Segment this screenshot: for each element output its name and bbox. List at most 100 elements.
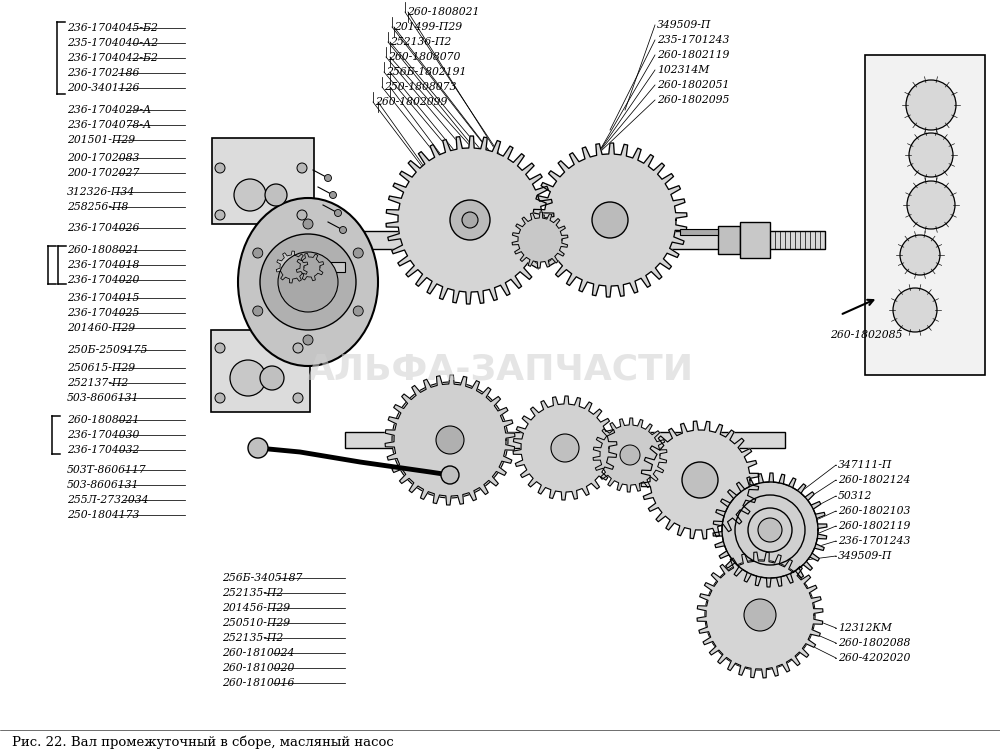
Text: 201501-П29: 201501-П29 [67, 135, 135, 145]
Text: 250615-П29: 250615-П29 [67, 363, 135, 373]
Text: 236-1704078-А: 236-1704078-А [67, 120, 151, 130]
Text: 503Т-8606117: 503Т-8606117 [67, 465, 147, 475]
Circle shape [215, 393, 225, 403]
Polygon shape [386, 136, 554, 304]
Text: 12312КМ: 12312КМ [838, 623, 892, 633]
Text: 236-1704030: 236-1704030 [67, 430, 139, 440]
Text: 102314М: 102314М [657, 65, 709, 75]
Text: 255Л-2732034: 255Л-2732034 [67, 495, 148, 505]
Bar [740, 222, 770, 258]
Circle shape [907, 181, 955, 229]
Text: 236-1704029-А: 236-1704029-А [67, 105, 151, 115]
Circle shape [392, 382, 508, 498]
Circle shape [234, 179, 266, 211]
FancyBboxPatch shape [212, 138, 314, 224]
Circle shape [716, 571, 804, 659]
Circle shape [353, 248, 363, 258]
Text: 236-1704042-Б2: 236-1704042-Б2 [67, 53, 158, 63]
Polygon shape [533, 143, 687, 297]
Circle shape [248, 438, 268, 458]
FancyBboxPatch shape [211, 330, 310, 412]
Text: 347111-П: 347111-П [838, 460, 892, 470]
Circle shape [909, 133, 953, 177]
Text: 260-1802119: 260-1802119 [838, 521, 910, 531]
Circle shape [906, 80, 956, 130]
Text: 349509-П: 349509-П [657, 20, 711, 30]
Circle shape [253, 248, 263, 258]
Text: 260-1808021: 260-1808021 [407, 7, 479, 17]
Text: 260-1802119: 260-1802119 [657, 50, 729, 60]
Polygon shape [276, 251, 308, 283]
Text: 252135-П2: 252135-П2 [222, 588, 283, 598]
Circle shape [893, 288, 937, 332]
Text: 250510-П29: 250510-П29 [222, 618, 290, 628]
Circle shape [682, 462, 718, 498]
Text: 236-1704018: 236-1704018 [67, 260, 139, 270]
Text: 250-1808073: 250-1808073 [384, 82, 456, 92]
Polygon shape [385, 375, 515, 505]
Circle shape [620, 445, 640, 465]
Text: 235-1701243: 235-1701243 [657, 35, 729, 45]
Text: 250-1804173: 250-1804173 [67, 510, 139, 520]
Text: 236-1704045-Б2: 236-1704045-Б2 [67, 23, 158, 33]
Circle shape [551, 434, 579, 462]
Circle shape [900, 235, 940, 275]
Text: 260-1802103: 260-1802103 [838, 506, 910, 516]
Polygon shape [697, 552, 823, 678]
Circle shape [230, 360, 266, 396]
Text: 260-1802088: 260-1802088 [838, 638, 910, 648]
Text: 236-1704032: 236-1704032 [67, 445, 139, 455]
Circle shape [340, 227, 347, 234]
Text: 50312: 50312 [838, 491, 872, 501]
Text: 236-1702186: 236-1702186 [67, 68, 139, 78]
Polygon shape [513, 396, 617, 500]
Text: 260-1810024: 260-1810024 [222, 648, 294, 658]
Circle shape [450, 200, 490, 240]
Circle shape [260, 366, 284, 390]
Text: 236-1704015: 236-1704015 [67, 293, 139, 303]
Circle shape [441, 466, 459, 484]
Circle shape [744, 599, 776, 631]
Text: 260-1808070: 260-1808070 [388, 52, 460, 62]
Text: 260-1802095: 260-1802095 [657, 95, 729, 105]
Text: 252137-П2: 252137-П2 [67, 378, 128, 388]
Circle shape [297, 163, 307, 173]
Text: 201499-П29: 201499-П29 [394, 22, 462, 32]
Text: 252136-П2: 252136-П2 [390, 37, 451, 47]
Circle shape [402, 392, 498, 488]
Text: 258256-П8: 258256-П8 [67, 202, 128, 212]
Circle shape [353, 306, 363, 316]
Text: 260-1802085: 260-1802085 [830, 330, 902, 340]
Ellipse shape [238, 198, 378, 366]
Circle shape [253, 306, 263, 316]
Text: Рис. 22. Вал промежуточный в сборе, масляный насос: Рис. 22. Вал промежуточный в сборе, масл… [12, 736, 394, 748]
Text: 256Б-3405187: 256Б-3405187 [222, 573, 302, 583]
Circle shape [215, 163, 225, 173]
Text: 260-1810016: 260-1810016 [222, 678, 294, 688]
Text: 236-1704025: 236-1704025 [67, 308, 139, 318]
Circle shape [293, 393, 303, 403]
Bar [345, 231, 825, 249]
Circle shape [705, 560, 815, 670]
Text: 260-1802099: 260-1802099 [375, 97, 447, 107]
Text: 260-4202020: 260-4202020 [838, 653, 910, 663]
Polygon shape [713, 473, 827, 587]
Circle shape [412, 402, 488, 478]
Circle shape [334, 209, 342, 216]
Circle shape [422, 412, 478, 468]
Circle shape [215, 210, 225, 220]
Circle shape [303, 219, 313, 229]
Text: 503-8606131: 503-8606131 [67, 480, 139, 490]
Polygon shape [641, 421, 759, 539]
Circle shape [758, 518, 782, 542]
Circle shape [330, 191, 336, 199]
Text: 236-1704020: 236-1704020 [67, 275, 139, 285]
Bar [865, 55, 985, 375]
Text: 312326-П34: 312326-П34 [67, 187, 135, 197]
Text: 235-1704040-А2: 235-1704040-А2 [67, 38, 158, 48]
Text: 201460-П29: 201460-П29 [67, 323, 135, 333]
Bar [295, 262, 345, 272]
Circle shape [260, 234, 356, 330]
Text: 200-1702027: 200-1702027 [67, 168, 139, 178]
Circle shape [278, 252, 338, 312]
